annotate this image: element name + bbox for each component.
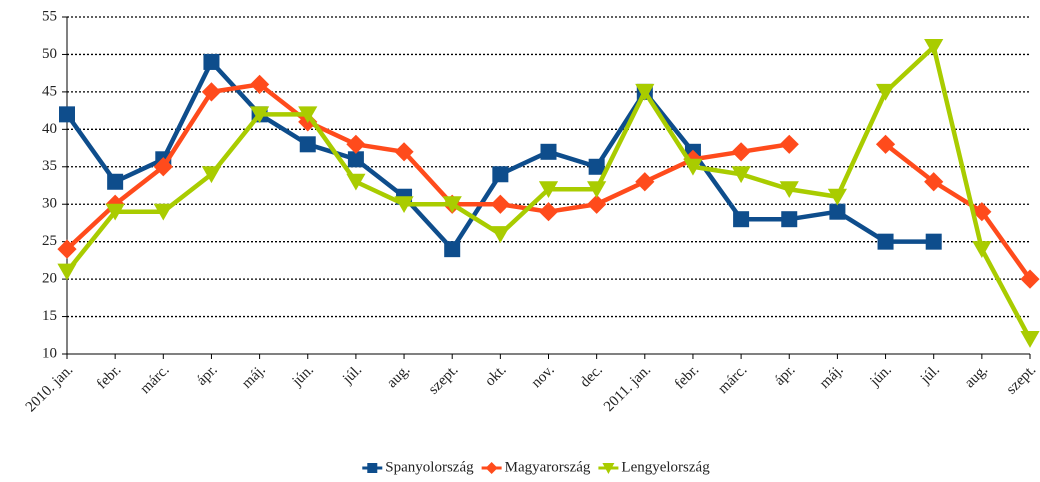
legend-marker — [485, 462, 498, 474]
data-point — [59, 106, 75, 123]
data-point — [250, 74, 270, 94]
x-tick-label: dec. — [577, 362, 606, 391]
y-tick-label: 10 — [42, 345, 57, 361]
data-point — [203, 53, 220, 70]
x-tick-label: márc. — [137, 362, 172, 397]
x-tick-label: aug. — [962, 362, 991, 391]
data-point — [588, 158, 605, 175]
data-point — [924, 38, 944, 56]
data-point — [444, 241, 461, 258]
x-tick-label: nov. — [529, 362, 558, 391]
legend-label: Spanyolország — [385, 459, 474, 475]
x-tick-label: márc. — [715, 362, 750, 397]
data-point — [1020, 269, 1040, 289]
data-point — [924, 172, 944, 192]
data-point — [57, 239, 77, 259]
x-tick-label: febr. — [672, 362, 702, 392]
x-tick-label: júl. — [917, 362, 943, 388]
x-tick-label: ápr. — [194, 362, 221, 389]
x-tick-label: ápr. — [772, 362, 799, 389]
x-tick-label: máj. — [239, 362, 269, 392]
y-tick-label: 20 — [42, 271, 57, 287]
data-point — [875, 83, 896, 101]
data-point — [972, 241, 992, 258]
data-point — [442, 196, 462, 214]
data-point — [587, 181, 607, 199]
data-point — [490, 194, 510, 214]
legend-item: Spanyolország — [362, 459, 474, 475]
data-point — [298, 106, 318, 124]
data-point — [394, 196, 414, 214]
x-tick-label: 2010. jan. — [23, 362, 76, 415]
data-point — [492, 166, 509, 183]
x-tick-label: febr. — [94, 362, 124, 392]
data-point — [153, 203, 173, 221]
data-point — [972, 202, 992, 222]
data-point — [779, 181, 799, 199]
data-point — [346, 134, 366, 154]
data-point — [925, 233, 942, 250]
x-tick-label: szept. — [1003, 362, 1039, 398]
y-tick-label: 35 — [42, 158, 57, 174]
series-line — [884, 142, 1032, 281]
data-point — [538, 202, 559, 222]
data-point — [635, 172, 655, 192]
y-tick-label: 45 — [42, 83, 57, 99]
x-tick-label: máj. — [817, 362, 847, 392]
x-tick-label: okt. — [482, 362, 510, 390]
data-point — [538, 181, 559, 199]
data-point — [394, 142, 414, 162]
data-point — [57, 263, 77, 281]
data-point — [827, 188, 847, 206]
x-tick-label: szept. — [426, 362, 462, 398]
y-tick-label: 30 — [42, 196, 57, 212]
y-tick-label: 25 — [42, 233, 57, 249]
x-tick-label: aug. — [384, 362, 413, 391]
y-tick-label: 15 — [42, 308, 57, 324]
series-line — [65, 82, 790, 251]
data-point — [201, 82, 222, 102]
y-tick-label: 55 — [42, 8, 57, 24]
data-point — [490, 226, 510, 243]
legend-marker — [367, 463, 378, 473]
data-point — [250, 106, 270, 124]
data-point — [105, 203, 125, 221]
legend-label: Magyarország — [505, 459, 591, 475]
series-line — [65, 59, 934, 252]
data-point — [299, 136, 316, 153]
x-tick-label: júl. — [339, 362, 365, 388]
data-point — [683, 158, 703, 176]
data-point — [731, 142, 751, 162]
legend-item: Magyarország — [481, 459, 591, 475]
x-tick-label: jún. — [867, 362, 895, 390]
data-point — [781, 211, 798, 228]
data-point — [1020, 331, 1040, 348]
y-tick-label: 40 — [42, 121, 57, 137]
data-point — [731, 166, 751, 184]
data-point — [201, 166, 222, 184]
legend-marker — [602, 463, 615, 474]
x-tick-label: jún. — [289, 362, 317, 390]
data-point — [587, 194, 607, 214]
x-tick-label: 2011. jan. — [601, 362, 654, 415]
legend-item: Lengyelország — [598, 459, 710, 475]
data-point — [877, 233, 894, 250]
data-point — [347, 151, 364, 168]
legend-label: Lengyelország — [621, 459, 710, 475]
data-point — [153, 157, 173, 177]
data-point — [779, 134, 799, 154]
data-point — [875, 134, 896, 154]
data-point — [540, 143, 557, 160]
data-point — [635, 83, 655, 101]
data-point — [829, 203, 846, 220]
data-point — [733, 211, 750, 228]
data-point — [346, 173, 366, 191]
y-tick-label: 50 — [42, 46, 57, 62]
data-point — [107, 173, 124, 190]
